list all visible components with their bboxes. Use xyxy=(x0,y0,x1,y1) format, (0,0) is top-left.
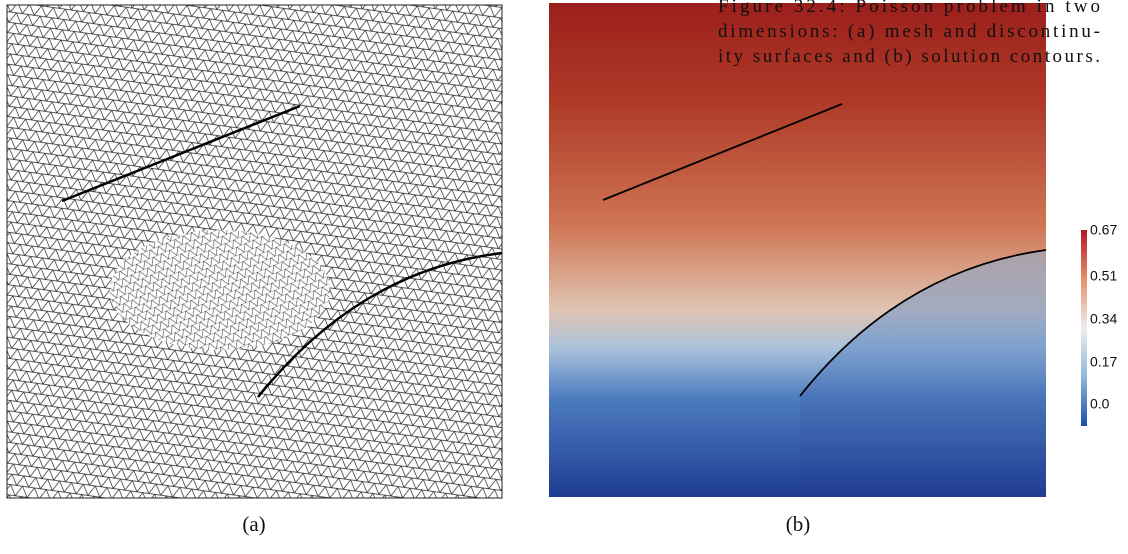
colorbar-scale xyxy=(1081,230,1087,426)
colorbar-label: 0.0 xyxy=(1090,396,1110,412)
panel-a: (a) xyxy=(6,4,503,536)
panel-b: (b) xyxy=(549,3,1047,536)
discontinuity-line xyxy=(602,103,843,201)
panel-label: (a) xyxy=(242,512,265,536)
caption-line: ity surfaces and (b) solution contours. xyxy=(718,46,1100,67)
colorbar-label: 0.17 xyxy=(1090,354,1117,370)
solution-region xyxy=(800,250,1046,497)
panel-label: (b) xyxy=(786,512,811,536)
colorbar-label: 0.51 xyxy=(1090,268,1117,284)
mesh-fine xyxy=(110,230,330,350)
caption-line: dimensions: (a) mesh and discontinu- xyxy=(718,21,1100,42)
discontinuity-line xyxy=(61,104,301,203)
discontinuity-curve xyxy=(799,249,1047,397)
colorbar-label: 0.67 xyxy=(1090,222,1117,238)
discontinuity-curve xyxy=(257,251,503,398)
colorbar-label: 0.34 xyxy=(1090,311,1117,327)
colorbar: 0.67 0.51 0.34 0.17 0.0 xyxy=(1081,222,1117,426)
